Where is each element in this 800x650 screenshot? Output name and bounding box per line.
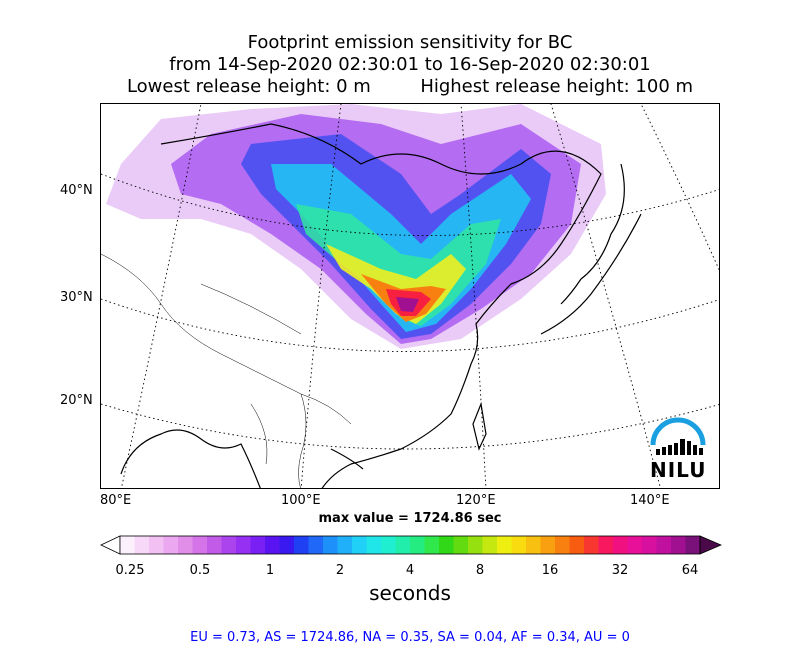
colorbar-swatch — [381, 536, 396, 554]
colorbar-swatch — [192, 536, 208, 554]
colorbar-over-extension — [699, 535, 722, 555]
colorbar-under-extension — [100, 535, 121, 555]
colorbar-swatch — [642, 536, 657, 554]
colorbar-swatch — [308, 536, 324, 554]
colorbar-swatch — [323, 536, 338, 554]
colorbar-swatch — [221, 536, 237, 554]
nilu-logo — [648, 415, 708, 481]
lon-label-100e: 100°E — [281, 493, 321, 508]
colorbar-tick: 32 — [611, 563, 629, 578]
colorbar-swatch — [540, 536, 556, 554]
colorbar-tick: 0.25 — [115, 563, 145, 578]
colorbar-swatch — [163, 536, 179, 554]
colorbar-swatch — [294, 536, 309, 554]
footprint-map — [101, 104, 719, 488]
graticule — [101, 104, 719, 488]
colorbar-tick: 1 — [265, 563, 275, 578]
chart-title-line1: Footprint emission sensitivity for BC — [247, 32, 573, 53]
colorbar-swatch — [410, 536, 425, 554]
colorbar-tick: 16 — [541, 563, 559, 578]
colorbar-swatch — [482, 536, 498, 554]
colorbar-swatch — [120, 536, 135, 554]
lat-label-30n: 30°N — [60, 290, 93, 305]
colorbar-swatch — [424, 536, 440, 554]
colorbar-swatch — [526, 536, 541, 554]
colorbar-swatch — [511, 536, 527, 554]
colorbar-swatch — [468, 536, 483, 554]
lat-label-40n: 40°N — [60, 183, 93, 198]
colorbar-swatch — [250, 536, 266, 554]
colorbar-swatch — [685, 536, 701, 554]
colorbar-swatch — [598, 536, 614, 554]
colorbar-tick: 0.5 — [189, 563, 211, 578]
colorbar-swatch — [149, 536, 164, 554]
coastlines — [120, 123, 642, 488]
colorbar-swatch — [178, 536, 193, 554]
colorbar-tick: 4 — [405, 563, 415, 578]
map-panel — [100, 103, 720, 489]
colorbar-swatch — [671, 536, 686, 554]
lon-label-140e: 140°E — [630, 493, 670, 508]
chart-title-line3: Lowest release height: 0 m Highest relea… — [0, 76, 800, 98]
colorbar-tick: 8 — [475, 563, 485, 578]
lowest-release-height: Lowest release height: 0 m — [126, 76, 371, 97]
colorbar-swatch — [584, 536, 599, 554]
max-value-label: max value = 1724.86 sec — [318, 511, 502, 526]
country-borders — [101, 253, 352, 488]
colorbar-swatch — [265, 536, 280, 554]
colorbar-swatch — [279, 536, 295, 554]
colorbar-swatch — [236, 536, 251, 554]
colorbar-swatch — [439, 536, 454, 554]
colorbar — [100, 535, 722, 555]
colorbar-swatch — [569, 536, 585, 554]
colorbar-swatch — [337, 536, 353, 554]
footprint-plume — [106, 104, 606, 349]
colorbar-swatch — [395, 536, 411, 554]
colorbar-swatch — [497, 536, 512, 554]
colorbar-swatch — [207, 536, 222, 554]
lat-label-20n: 20°N — [60, 393, 93, 408]
colorbar-tick: 2 — [335, 563, 345, 578]
lon-label-80e: 80°E — [100, 493, 132, 508]
colorbar-swatch — [453, 536, 469, 554]
colorbar-border — [119, 535, 701, 555]
lon-label-120e: 120°E — [456, 493, 496, 508]
colorbar-swatch — [627, 536, 643, 554]
colorbar-tick: 64 — [681, 563, 699, 578]
colorbar-label: seconds — [369, 581, 451, 605]
region-stats: EU = 0.73, AS = 1724.86, NA = 0.35, SA =… — [190, 630, 630, 645]
nilu-logo-graphic — [650, 417, 706, 455]
highest-release-height: Highest release height: 100 m — [420, 76, 694, 97]
nilu-logo-text: NILU — [650, 458, 707, 482]
colorbar-swatch — [613, 536, 628, 554]
colorbar-swatch — [555, 536, 570, 554]
colorbar-swatch — [352, 536, 367, 554]
chart-title-line2: from 14-Sep-2020 02:30:01 to 16-Sep-2020… — [169, 54, 651, 75]
colorbar-swatch — [656, 536, 672, 554]
colorbar-swatch — [366, 536, 382, 554]
colorbar-swatch — [134, 536, 150, 554]
